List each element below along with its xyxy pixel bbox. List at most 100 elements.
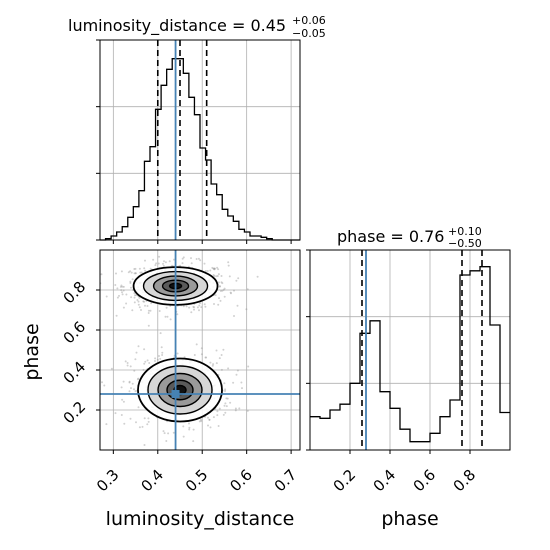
sample-point <box>129 282 132 284</box>
sample-point <box>176 313 179 316</box>
truth-marker <box>171 390 180 398</box>
ytick-label: 0.6 <box>60 318 90 348</box>
axes-frame <box>99 249 301 451</box>
sample-point <box>222 413 225 416</box>
sample-point <box>229 401 232 404</box>
sample-point <box>209 361 212 364</box>
sample-point <box>233 289 235 292</box>
sample-point <box>220 368 223 371</box>
sample-point <box>160 346 163 349</box>
sample-point <box>120 289 123 292</box>
sample-point <box>211 266 214 269</box>
sample-point <box>223 295 226 298</box>
ytick-label: 0.8 <box>60 278 90 308</box>
sample-point <box>138 306 141 309</box>
xtick-label: 0.3 <box>93 466 123 496</box>
sample-point <box>196 306 199 309</box>
sample-point <box>116 296 119 299</box>
sample-point <box>144 269 147 272</box>
sample-point <box>122 380 125 383</box>
sample-point <box>137 406 140 409</box>
sample-point <box>200 347 203 350</box>
sample-point <box>156 358 159 361</box>
sample-point <box>147 312 150 314</box>
sample-point <box>181 262 184 265</box>
sample-point <box>240 381 243 384</box>
sample-point <box>143 362 146 365</box>
sample-point <box>227 264 230 267</box>
sample-point <box>115 272 117 275</box>
sample-point <box>181 257 184 260</box>
sample-point <box>101 381 103 384</box>
title-phase-plus: +0.10 <box>448 225 482 238</box>
sample-point <box>182 305 185 308</box>
sample-point <box>134 358 137 361</box>
sample-point <box>205 356 208 359</box>
sample-point <box>154 264 157 267</box>
sample-point <box>213 268 216 271</box>
histogram-step <box>310 266 510 443</box>
sample-point <box>137 345 140 348</box>
sample-point <box>141 425 144 428</box>
sample-point <box>114 412 117 415</box>
sample-point <box>133 296 136 299</box>
sample-point <box>125 302 128 305</box>
sample-point <box>164 261 167 264</box>
xtick-label: 0.8 <box>450 466 480 496</box>
sample-point <box>149 267 152 270</box>
sample-point <box>128 380 131 383</box>
sample-point <box>169 318 172 321</box>
sample-point <box>236 304 239 307</box>
sample-point <box>142 300 145 303</box>
sample-point <box>235 373 238 376</box>
sample-point <box>129 417 132 420</box>
sample-point <box>142 368 145 371</box>
sample-point <box>159 332 162 335</box>
sample-point <box>128 381 131 384</box>
sample-point <box>143 417 146 420</box>
sample-point <box>227 261 230 264</box>
sample-point <box>121 291 123 294</box>
sample-point <box>221 282 224 285</box>
sample-point <box>144 304 146 307</box>
sample-point <box>241 387 243 390</box>
sample-point <box>213 267 216 270</box>
sample-point <box>119 285 122 288</box>
sample-point <box>152 258 155 261</box>
sample-point <box>200 420 203 422</box>
xlabel-phase: phase <box>381 508 438 530</box>
sample-point <box>163 260 165 263</box>
sample-point <box>217 281 220 284</box>
sample-point <box>230 292 232 295</box>
sample-point <box>165 440 168 442</box>
sample-point <box>137 303 140 306</box>
sample-point <box>110 367 113 370</box>
sample-point <box>212 267 215 270</box>
title-phase-minus: −0.50 <box>448 237 482 250</box>
sample-point <box>114 284 117 286</box>
sample-point <box>144 360 147 363</box>
sample-point <box>103 384 106 387</box>
sample-point <box>207 424 209 427</box>
sample-point <box>223 287 226 290</box>
sample-point <box>236 369 239 372</box>
sample-point <box>224 402 227 405</box>
sample-point <box>176 352 179 355</box>
sample-point <box>218 357 221 360</box>
sample-point <box>206 270 209 272</box>
sample-point <box>198 304 201 307</box>
sample-point <box>122 285 125 288</box>
sample-point <box>143 300 146 303</box>
sample-point <box>131 309 134 312</box>
sample-point <box>213 267 216 270</box>
panel-luminosity-distance-histogram <box>96 39 301 244</box>
sample-point <box>130 387 132 390</box>
ylabel-phase: phase <box>21 323 43 380</box>
sample-point <box>130 296 133 299</box>
sample-point <box>246 409 249 412</box>
sample-point <box>133 301 136 304</box>
sample-point <box>143 444 146 446</box>
sample-point <box>215 275 218 278</box>
axes-frame <box>99 39 301 241</box>
